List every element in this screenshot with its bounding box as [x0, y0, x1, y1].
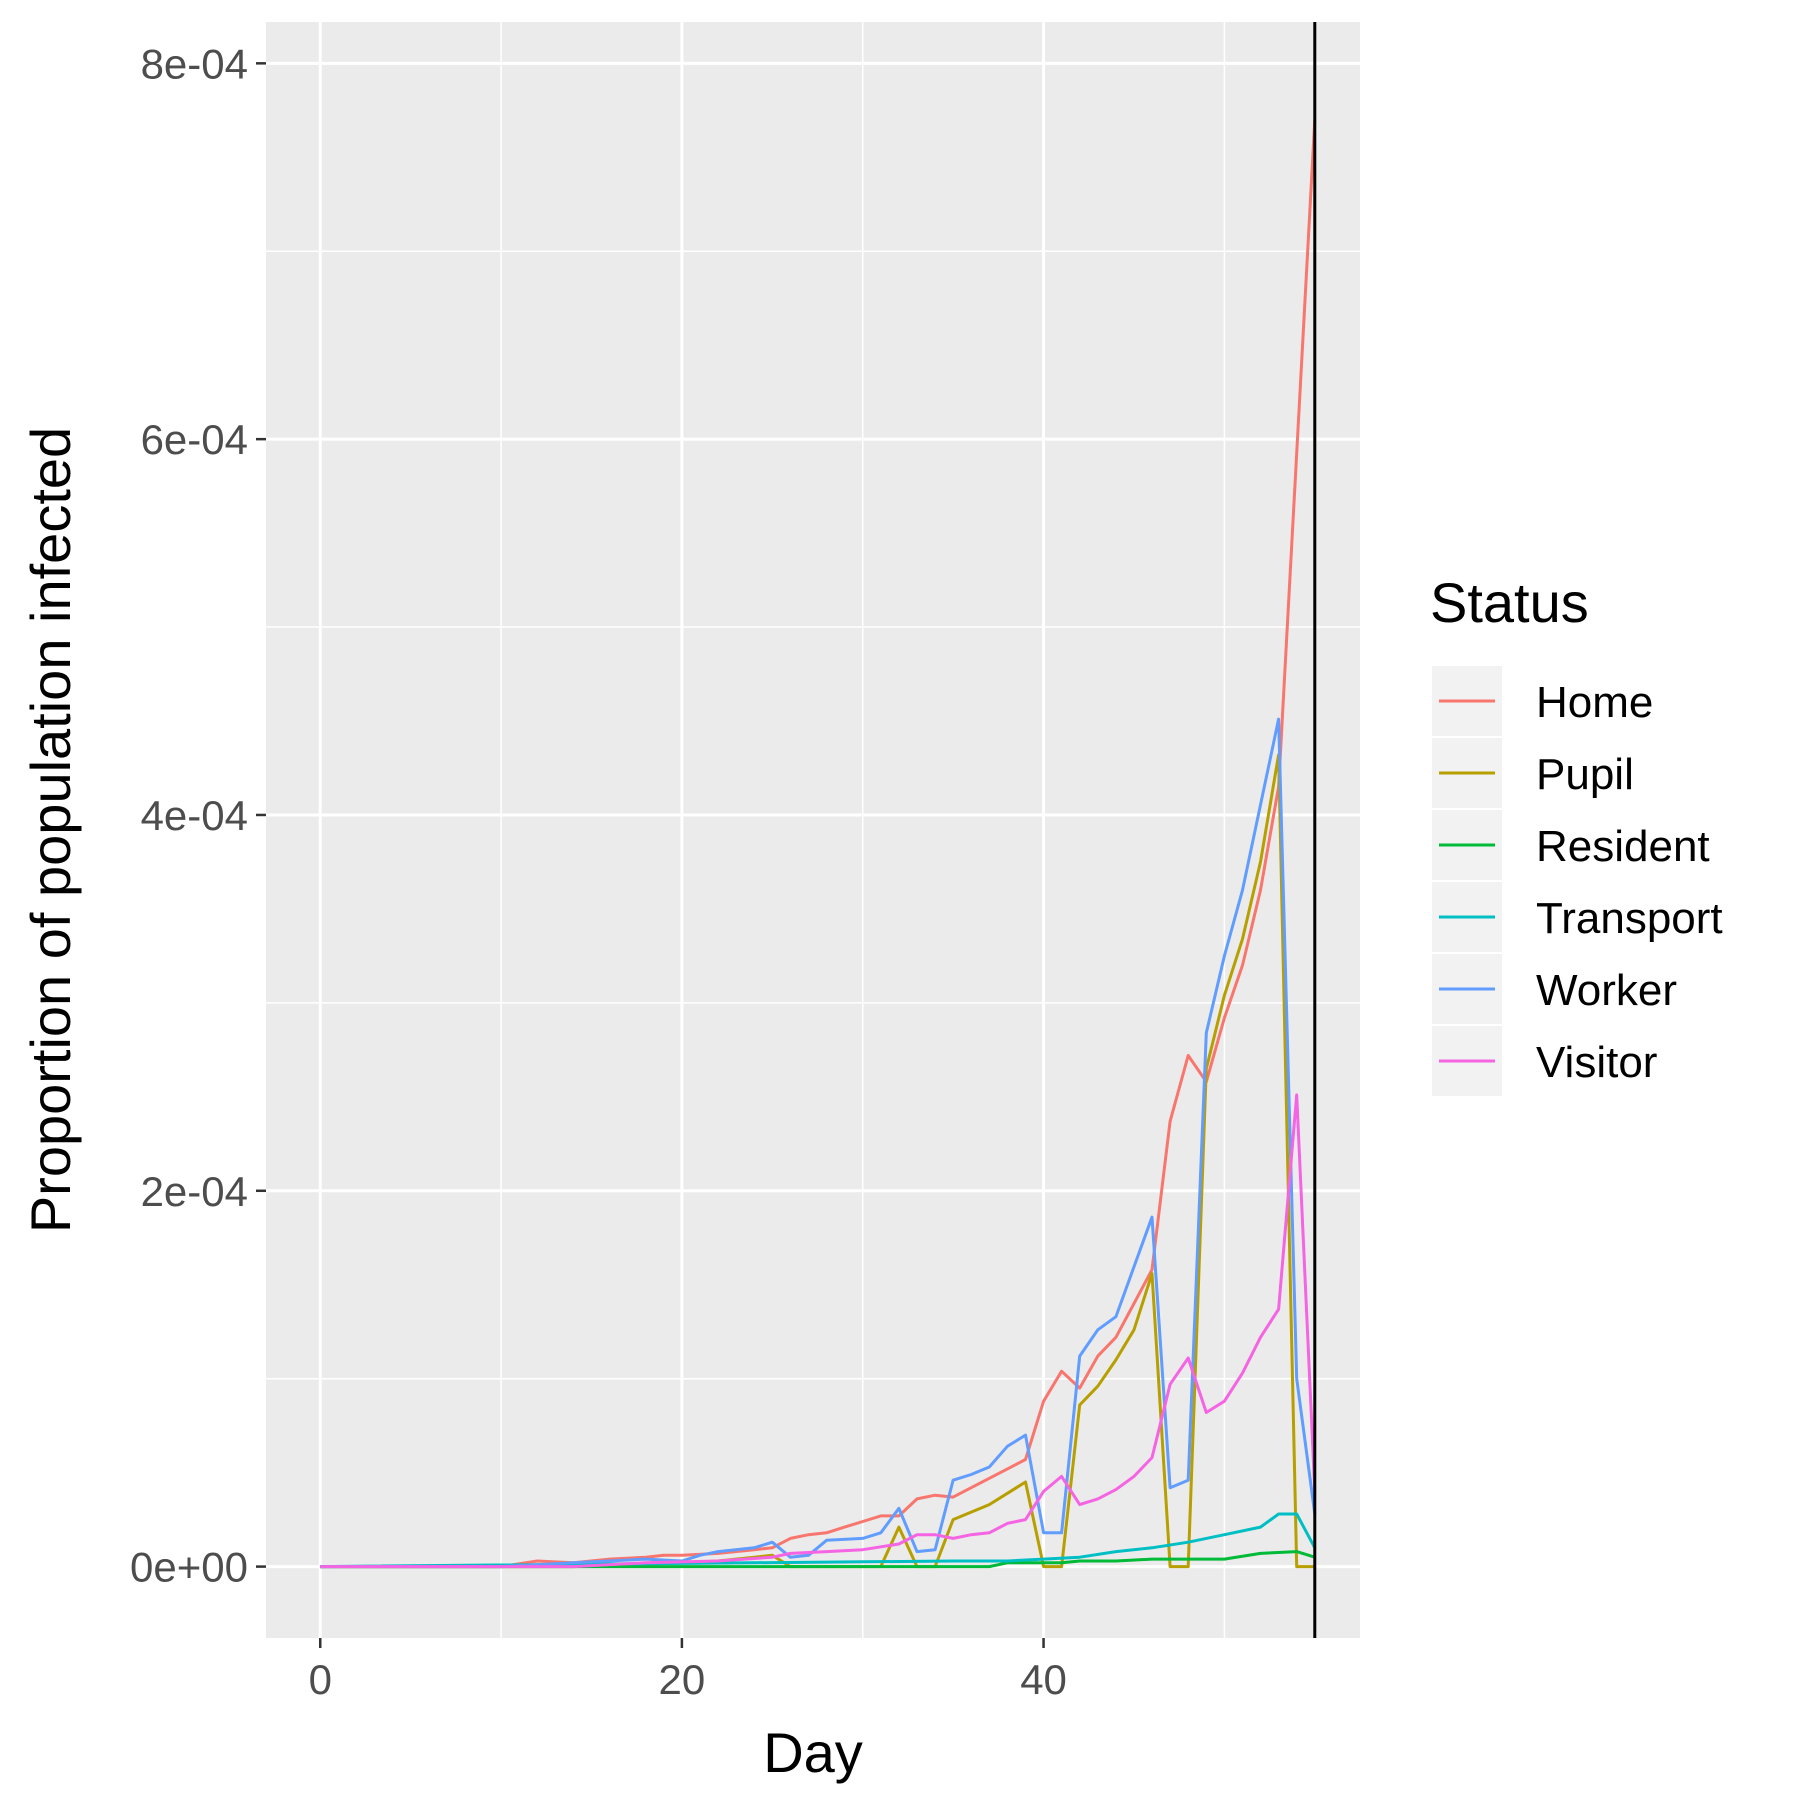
x-tick-label: 20: [659, 1656, 706, 1703]
series-lines: [320, 119, 1317, 1569]
legend-item-resident: Resident: [1432, 810, 1710, 880]
series-line-worker: [320, 717, 1317, 1569]
legend-label: Worker: [1536, 966, 1677, 1015]
legend-item-worker: Worker: [1432, 954, 1677, 1024]
legend-item-home: Home: [1432, 666, 1653, 736]
legend-label: Transport: [1536, 894, 1723, 943]
series-line-visitor: [320, 1093, 1317, 1569]
x-axis: 0 20 40: [309, 1638, 1067, 1703]
legend-label: Visitor: [1536, 1038, 1657, 1087]
legend-label: Home: [1536, 678, 1653, 727]
y-tick-label: 2e-04: [141, 1168, 248, 1215]
x-tick-label: 40: [1020, 1656, 1067, 1703]
x-tick-label: 0: [309, 1656, 332, 1703]
y-axis: 0e+00 2e-04 4e-04 6e-04 8e-04: [130, 40, 266, 1591]
legend-item-transport: Transport: [1432, 882, 1723, 952]
legend: Status Home Pupil Resident Transport Worker V…: [1430, 571, 1723, 1096]
y-tick-label: 6e-04: [141, 416, 248, 463]
series-line-transport: [320, 1512, 1317, 1569]
x-axis-title: Day: [763, 1721, 863, 1784]
legend-title: Status: [1430, 571, 1589, 634]
minor-gridlines: [266, 22, 1360, 1638]
panel-background: [266, 22, 1360, 1638]
series-line-home: [320, 119, 1317, 1569]
legend-label: Pupil: [1536, 750, 1634, 799]
series-line-pupil: [320, 753, 1315, 1569]
legend-label: Resident: [1536, 822, 1710, 871]
y-tick-label: 8e-04: [141, 40, 248, 87]
legend-item-pupil: Pupil: [1432, 738, 1634, 808]
y-axis-title: Proportion of population infected: [19, 427, 82, 1233]
y-tick-label: 0e+00: [130, 1544, 248, 1591]
y-tick-label: 4e-04: [141, 792, 248, 839]
legend-item-visitor: Visitor: [1432, 1026, 1657, 1096]
series-line-resident: [320, 1550, 1316, 1569]
